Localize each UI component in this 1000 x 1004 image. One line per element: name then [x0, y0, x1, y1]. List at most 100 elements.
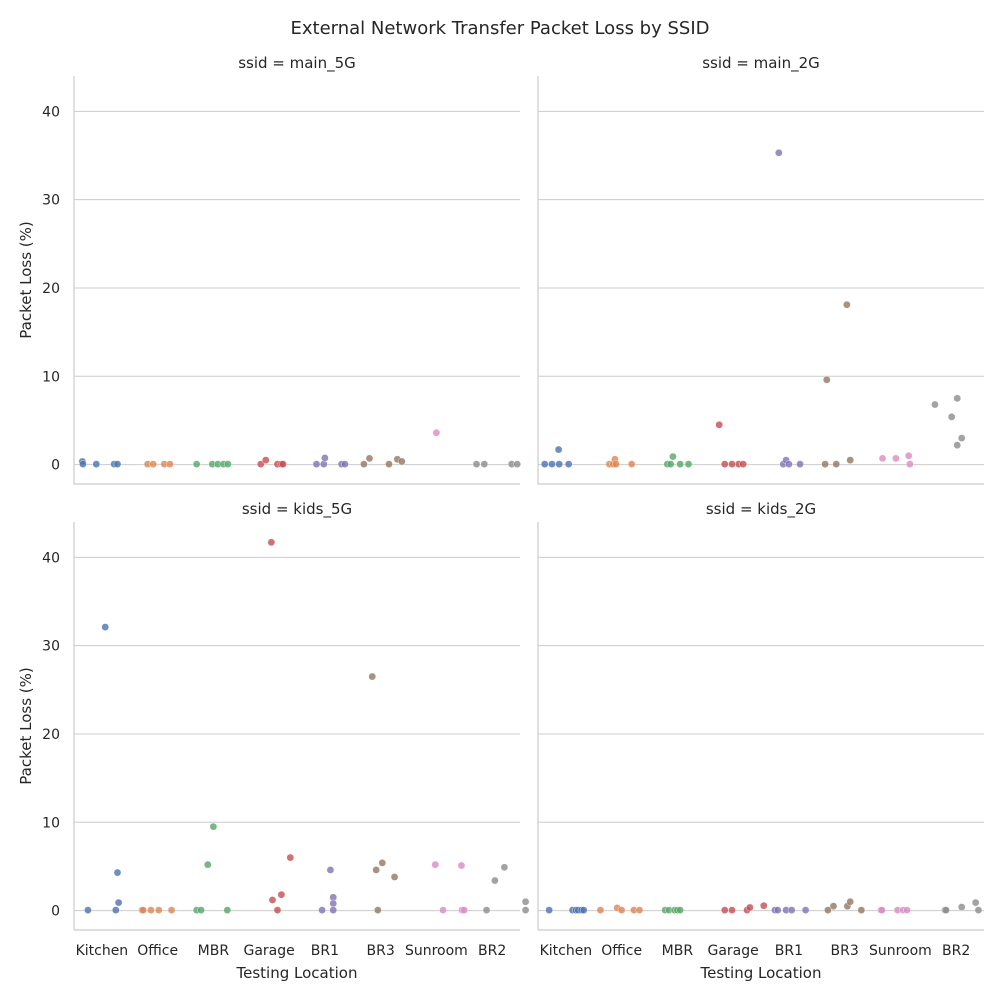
data-point-br2	[480, 460, 489, 468]
facet-title: ssid = main_5G	[238, 54, 356, 73]
data-point-br1	[329, 906, 338, 914]
data-point-br2	[500, 863, 509, 872]
data-point-garage	[746, 903, 754, 912]
data-point-br1	[775, 149, 783, 157]
data-point-br2	[472, 460, 481, 468]
data-point-sunroom	[460, 906, 469, 914]
data-point-br3	[846, 897, 855, 906]
data-point-garage	[739, 460, 747, 468]
data-point-office	[612, 460, 620, 468]
x-tick-label: Garage	[707, 943, 758, 959]
y-axis-label: Packet Loss (%)	[17, 221, 35, 338]
x-tick-label: BR2	[942, 943, 970, 959]
data-point-sunroom	[457, 861, 466, 870]
data-point-br1	[321, 454, 329, 462]
data-point-br3	[832, 460, 841, 468]
data-point-garage	[715, 421, 723, 429]
x-tick-label: Office	[137, 943, 178, 959]
facet-title: ssid = kids_5G	[242, 500, 352, 519]
data-point-br2	[953, 394, 962, 403]
data-point-br1	[796, 460, 804, 468]
data-point-br2	[971, 898, 980, 907]
data-point-garage	[728, 460, 736, 468]
data-point-br1	[785, 460, 793, 468]
data-point-kitchen	[548, 460, 556, 468]
data-point-garage	[268, 896, 277, 904]
data-point-mbr	[209, 822, 218, 831]
data-point-office	[617, 906, 626, 914]
data-point-kitchen	[84, 906, 92, 914]
data-point-br1	[312, 460, 321, 468]
data-point-office	[147, 906, 155, 914]
data-point-office	[166, 460, 174, 468]
data-point-garage	[261, 456, 270, 464]
data-point-sunroom	[432, 428, 441, 437]
data-point-br3	[829, 902, 838, 910]
y-tick-label: 0	[51, 904, 60, 920]
y-tick-label: 10	[42, 815, 60, 831]
data-point-br3	[368, 672, 377, 681]
data-point-br3	[374, 906, 382, 914]
data-point-office	[167, 906, 176, 914]
data-point-office	[154, 906, 163, 914]
data-point-office	[627, 460, 636, 468]
data-point-kitchen	[101, 623, 110, 631]
y-tick-label: 40	[42, 104, 60, 120]
data-point-br1	[326, 866, 335, 874]
data-point-br2	[491, 876, 499, 885]
data-point-garage	[279, 460, 287, 468]
x-tick-label: BR2	[478, 943, 506, 959]
data-point-br1	[329, 899, 338, 908]
data-point-garage	[256, 460, 265, 468]
data-point-br3	[372, 866, 380, 874]
x-tick-label: Office	[601, 943, 642, 959]
y-tick-label: 30	[42, 193, 60, 209]
data-point-mbr	[203, 860, 212, 869]
data-point-br2	[942, 906, 950, 914]
data-point-sunroom	[439, 906, 447, 914]
x-tick-label: Garage	[243, 943, 294, 959]
data-point-mbr	[197, 906, 205, 914]
data-point-br2	[957, 903, 966, 911]
data-point-br3	[824, 906, 832, 914]
data-point-br2	[957, 434, 966, 442]
data-point-kitchen	[579, 906, 588, 914]
data-point-mbr	[192, 460, 201, 468]
y-tick-label: 0	[51, 458, 60, 474]
data-point-br2	[513, 460, 522, 468]
x-tick-label: BR1	[311, 943, 339, 959]
data-point-br2	[482, 906, 491, 914]
data-point-br2	[974, 906, 983, 914]
facet-panel-1: ssid = main_2G	[537, 54, 984, 485]
data-point-kitchen	[92, 460, 101, 468]
data-point-kitchen	[113, 868, 122, 877]
data-point-garage	[273, 906, 282, 914]
data-point-kitchen	[554, 445, 563, 454]
x-tick-label: Kitchen	[76, 943, 129, 959]
data-point-sunroom	[878, 906, 886, 914]
data-point-br2	[953, 441, 962, 449]
data-point-br1	[801, 906, 810, 914]
data-point-br2	[521, 897, 530, 906]
chart-title: External Network Transfer Packet Loss by…	[290, 18, 709, 39]
facet-panel-2: ssid = kids_5G 0 10 20 30 40 Packet Loss (%) Ki…	[17, 500, 530, 982]
x-tick-label: MBR	[198, 943, 230, 959]
y-tick-label: 30	[42, 639, 60, 655]
data-point-kitchen	[113, 460, 122, 468]
data-point-br2	[947, 413, 956, 421]
data-point-br3	[843, 300, 851, 309]
data-point-mbr	[223, 906, 232, 914]
data-point-garage	[720, 460, 729, 468]
data-point-br1	[318, 906, 326, 914]
data-point-br1	[773, 906, 782, 914]
data-point-kitchen	[545, 906, 553, 914]
x-tick-label: BR3	[367, 943, 395, 959]
data-point-office	[149, 460, 157, 468]
data-point-garage	[267, 538, 276, 547]
data-point-garage	[759, 901, 768, 910]
data-point-office	[596, 906, 605, 914]
data-point-br3	[821, 460, 829, 468]
facet-title: ssid = kids_2G	[706, 500, 816, 519]
data-point-sunroom	[906, 460, 914, 468]
